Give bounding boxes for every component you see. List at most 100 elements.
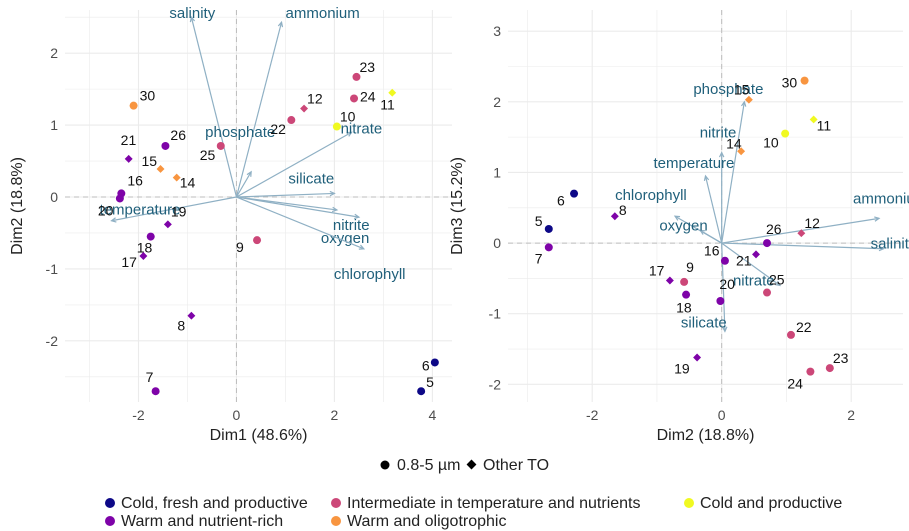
- vector-label: nitrite: [700, 125, 737, 142]
- vector-arrowhead: [774, 280, 782, 287]
- point-label: 10: [763, 135, 779, 151]
- point-label: 5: [426, 374, 434, 390]
- vector-arrowhead: [722, 326, 728, 333]
- vector-arrowhead: [358, 244, 366, 250]
- vector-oxygen: [236, 196, 360, 218]
- y-axis-title: Dim2 (18.8%): [9, 157, 26, 255]
- point-19: [693, 353, 702, 362]
- point-label: 25: [200, 147, 216, 163]
- point-12: [797, 229, 806, 238]
- vector-arrowhead: [246, 170, 252, 177]
- point-14: [737, 147, 746, 156]
- point-label: 18: [676, 300, 692, 316]
- vector-label: ammonium: [853, 190, 909, 207]
- vector-arrowhead: [673, 215, 681, 221]
- point-23: [352, 72, 361, 81]
- point-label: 19: [674, 361, 690, 377]
- point-label: 15: [734, 82, 750, 98]
- vector-nitrate: [236, 131, 352, 198]
- y-tick-label: 0: [493, 235, 501, 251]
- vector-label: nitrate: [341, 120, 383, 137]
- point-label: 21: [121, 132, 137, 148]
- point-label: 8: [177, 318, 185, 334]
- point-10: [332, 122, 341, 131]
- point-label: 14: [180, 175, 196, 191]
- point-label: 30: [140, 88, 156, 104]
- vector-arrowhead: [331, 206, 339, 213]
- point-label: 21: [736, 252, 752, 268]
- vector-arrowhead: [346, 131, 353, 137]
- vector-arrowhead: [878, 245, 885, 252]
- point-label: 22: [270, 121, 286, 137]
- vector-label: temperature: [100, 202, 181, 219]
- vector-label: chlorophyll: [334, 266, 406, 283]
- color-legend-label: Warm and oligotrophic: [347, 513, 506, 530]
- point-30: [129, 101, 138, 110]
- vector-chlorophyll: [236, 196, 365, 250]
- color-legend-label: Cold and productive: [700, 495, 842, 512]
- color-key: [331, 498, 341, 508]
- vector-arrowhead: [703, 174, 710, 181]
- point-label: 9: [686, 259, 694, 275]
- point-18: [682, 290, 691, 299]
- color-legend: Cold, fresh and productive Intermediate …: [105, 495, 842, 530]
- x-axis-title: Dim2 (18.8%): [657, 427, 755, 444]
- point-15: [156, 164, 165, 173]
- y-tick-label: 0: [50, 189, 58, 205]
- x-tick-label: 0: [718, 407, 726, 423]
- point-8: [187, 311, 196, 320]
- point-22: [287, 116, 296, 125]
- vector-phosphate: [235, 171, 252, 198]
- point-22: [786, 330, 795, 339]
- color-legend-label: Cold, fresh and productive: [121, 495, 308, 512]
- point-label: 26: [170, 127, 186, 143]
- point-label: 7: [535, 250, 543, 266]
- vector-label: salinity: [169, 5, 215, 22]
- point-label: 30: [782, 75, 798, 91]
- x-tick-label: 0: [233, 407, 241, 423]
- vector-salinity: [190, 17, 238, 198]
- point-5: [417, 387, 426, 396]
- y-tick-label: 1: [50, 117, 58, 133]
- vector-arrowhead: [329, 190, 336, 197]
- y-tick-label: -1: [46, 261, 59, 277]
- point-label: 12: [307, 91, 323, 107]
- y-tick-label: 2: [493, 94, 501, 110]
- vector-label: phosphate: [205, 124, 275, 141]
- vector-temperature: [704, 175, 723, 244]
- point-9: [253, 236, 262, 245]
- y-tick-label: 1: [493, 164, 501, 180]
- point-label: 8: [619, 202, 627, 218]
- point-label: 20: [719, 276, 735, 292]
- vector-label: nitrite: [333, 217, 370, 234]
- point-label: 17: [121, 254, 137, 270]
- vector-label: silicate: [288, 170, 334, 187]
- point-24: [350, 94, 359, 103]
- point-5: [544, 224, 553, 233]
- point-24: [806, 367, 815, 376]
- vector-phosphate: [721, 101, 745, 244]
- vector-arrowhead: [740, 100, 747, 107]
- point-label: 6: [422, 357, 430, 373]
- vector-arrowhead: [874, 216, 881, 222]
- point-19: [163, 220, 172, 229]
- color-key: [105, 498, 115, 508]
- point-label: 16: [704, 243, 720, 259]
- y-tick-label: 3: [493, 23, 501, 39]
- vector-label: chlorophyll: [615, 187, 687, 204]
- vector-nitrate: [721, 242, 781, 286]
- x-tick-label: -2: [586, 407, 599, 423]
- vector-label: temperature: [654, 155, 735, 172]
- vector-arrowhead: [189, 15, 196, 23]
- point-16: [720, 256, 729, 265]
- point-label: 6: [557, 193, 565, 209]
- vector-arrowhead: [718, 151, 725, 158]
- point-25: [763, 288, 772, 297]
- vector-label: oxygen: [659, 217, 707, 234]
- shape-legend: 0.8-5 µm Other TO: [380, 457, 549, 474]
- vector-ammonium: [235, 22, 283, 198]
- point-label: 22: [796, 319, 812, 335]
- point-26: [161, 141, 170, 150]
- point-20: [115, 194, 124, 203]
